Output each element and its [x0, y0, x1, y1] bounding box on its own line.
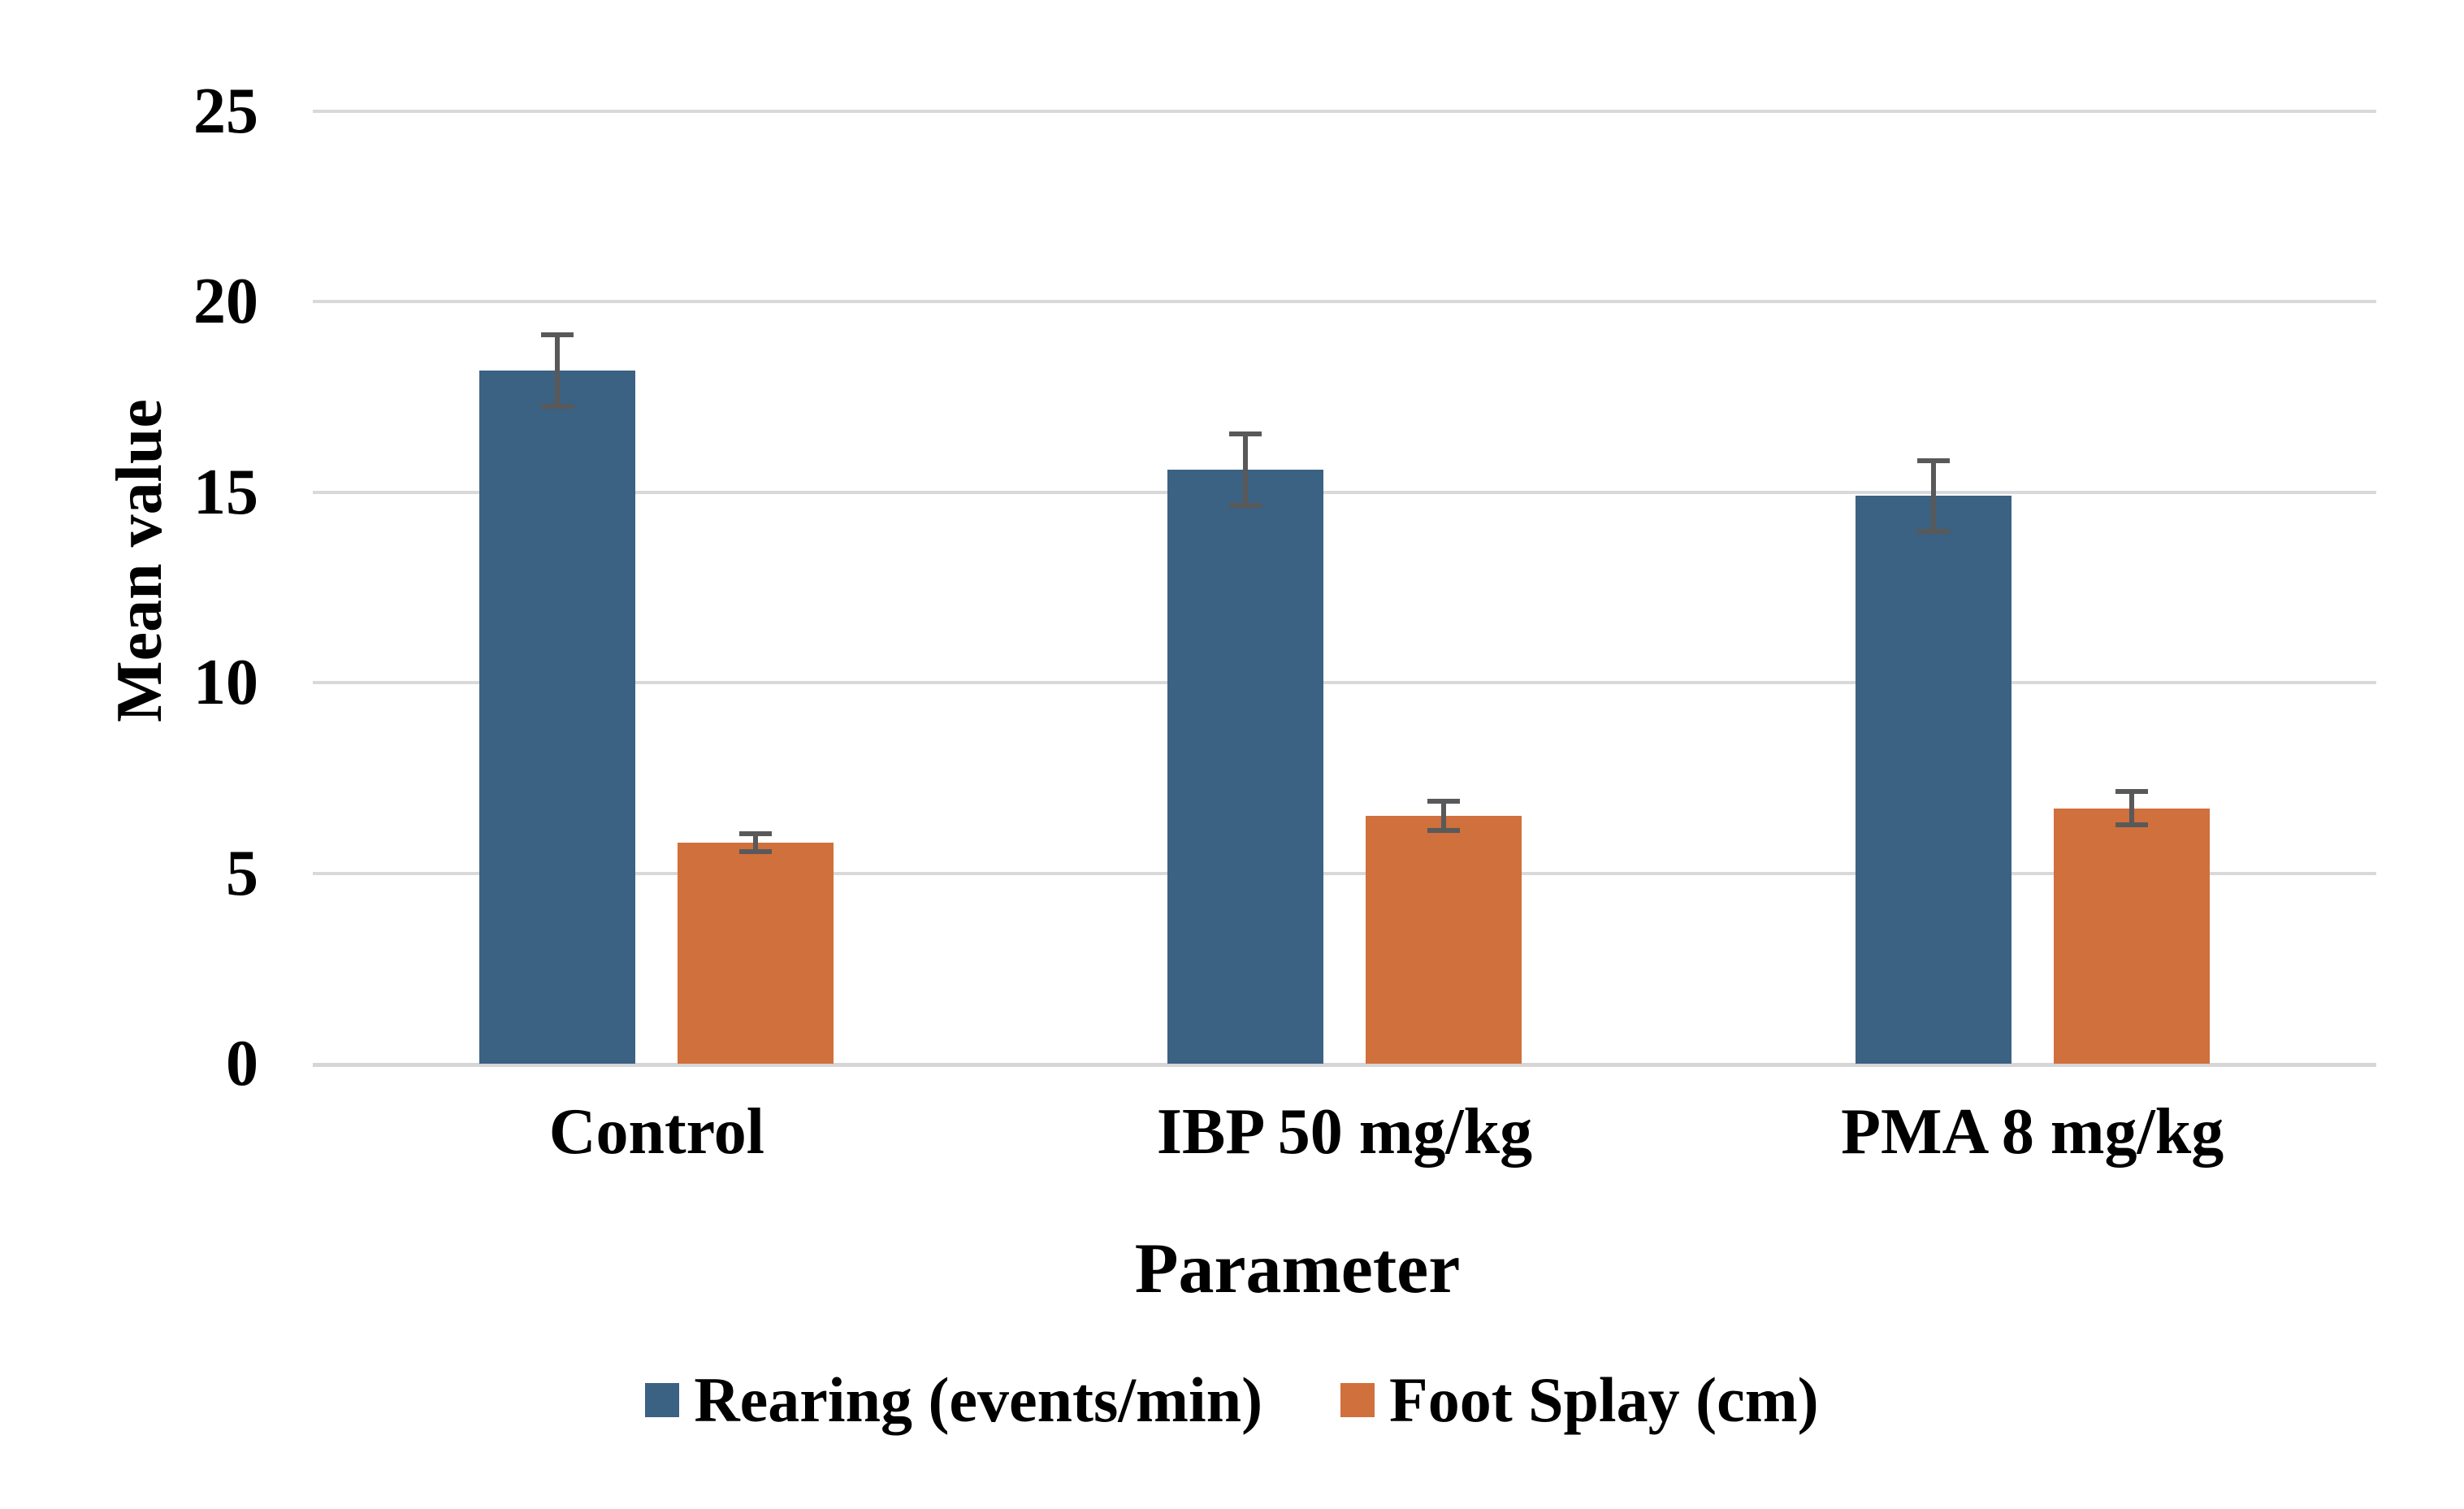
- y-tick-label-15: 15: [193, 456, 258, 528]
- y-axis-title: Mean value: [104, 399, 175, 722]
- error-bar-cap-bottom: [2115, 822, 2148, 828]
- bar-foot-splay-cm-pma-8-mg-kg: [2053, 808, 2210, 1064]
- error-bar-rearing-events-min-ibp-50-mg-kg: [1229, 431, 1262, 508]
- legend-swatch-icon: [1340, 1382, 1375, 1417]
- error-bar-cap-top: [2115, 789, 2148, 795]
- error-bar-foot-splay-cm-ibp-50-mg-kg: [1427, 799, 1460, 834]
- error-bar-stroke: [1930, 457, 1936, 535]
- y-tick-label-10: 10: [193, 647, 258, 719]
- x-axis-line: [313, 1063, 2376, 1067]
- error-bar-cap-top: [1427, 799, 1460, 804]
- error-bar-cap-bottom: [1916, 529, 1950, 535]
- legend-item-rearing-events-min: Rearing (events/min): [645, 1365, 1262, 1435]
- plot-area: [313, 110, 2376, 1067]
- legend-swatch-icon: [645, 1382, 680, 1417]
- y-tick-label-5: 5: [226, 837, 258, 909]
- category-label-control: Control: [548, 1096, 764, 1168]
- error-bar-stroke: [1441, 799, 1446, 834]
- gridline-y-15: [313, 490, 2376, 494]
- bar-foot-splay-cm-control: [678, 843, 834, 1064]
- legend: Rearing (events/min) Foot Splay (cm): [0, 1365, 2464, 1435]
- legend-item-foot-splay-cm: Foot Splay (cm): [1340, 1365, 1819, 1435]
- category-label-pma-8-mg-kg: PMA 8 mg/kg: [1841, 1096, 2224, 1168]
- error-bar-rearing-events-min-control: [541, 332, 574, 409]
- error-bar-cap-bottom: [1229, 502, 1262, 508]
- error-bar-cap-top: [739, 831, 773, 837]
- bar-rearing-events-min-pma-8-mg-kg: [1855, 496, 2011, 1064]
- y-tick-label-0: 0: [226, 1028, 258, 1099]
- error-bar-cap-top: [1916, 457, 1950, 463]
- y-tick-label-20: 20: [193, 266, 258, 338]
- x-axis-title: Parameter: [1134, 1229, 1461, 1308]
- bar-rearing-events-min-ibp-50-mg-kg: [1167, 469, 1323, 1064]
- y-tick-label-25: 25: [193, 76, 258, 147]
- error-bar-foot-splay-cm-pma-8-mg-kg: [2115, 789, 2148, 828]
- error-bar-cap-top: [1229, 431, 1262, 436]
- gridline-y-25: [313, 110, 2376, 113]
- legend-label: Rearing (events/min): [694, 1364, 1263, 1435]
- error-bar-foot-splay-cm-control: [739, 831, 773, 855]
- x-axis-category-labels: Control IBP 50 mg/kg PMA 8 mg/kg: [313, 1099, 2376, 1164]
- legend-label: Foot Splay (cm): [1389, 1364, 1819, 1435]
- error-bar-stroke: [555, 332, 561, 409]
- error-bar-stroke: [2128, 789, 2134, 828]
- category-label-ibp-50-mg-kg: IBP 50 mg/kg: [1156, 1096, 1533, 1168]
- bar-rearing-events-min-control: [479, 370, 636, 1064]
- error-bar-stroke: [1243, 431, 1248, 508]
- gridline-y-20: [313, 300, 2376, 304]
- gridline-y-5: [313, 871, 2376, 875]
- bar-foot-splay-cm-ibp-50-mg-kg: [1366, 816, 1522, 1064]
- error-bar-stroke: [753, 831, 759, 855]
- error-bar-cap-bottom: [739, 849, 773, 855]
- error-bar-cap-top: [541, 332, 574, 337]
- error-bar-rearing-events-min-pma-8-mg-kg: [1916, 457, 1950, 535]
- error-bar-cap-bottom: [541, 403, 574, 409]
- error-bar-cap-bottom: [1427, 828, 1460, 834]
- gridline-y-10: [313, 681, 2376, 685]
